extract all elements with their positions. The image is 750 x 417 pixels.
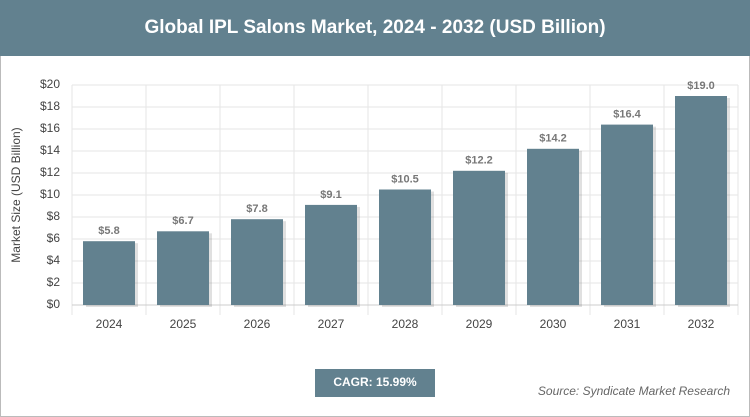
y-tick-label: $4: [47, 253, 61, 267]
bar: [527, 148, 579, 305]
cagr-label: CAGR: 15.99%: [333, 375, 417, 389]
cagr-box: [315, 369, 435, 397]
title-bar: [0, 0, 750, 56]
bar: [305, 204, 357, 305]
y-tick-label: $18: [40, 99, 60, 113]
value-label: $9.1: [320, 189, 341, 201]
x-tick-label: 2030: [540, 317, 567, 331]
x-tick-label: 2024: [96, 317, 123, 331]
y-tick-label: $8: [47, 209, 61, 223]
x-tick-label: 2032: [688, 317, 715, 331]
source: Source: Syndicate Market Research: [538, 384, 730, 398]
x-tick-label: 2031: [614, 317, 641, 331]
value-label: $6.7: [172, 215, 193, 227]
y-tick-label: $10: [40, 187, 60, 201]
chart-title: Global IPL Salons Market, 2024 - 2032 (U…: [144, 17, 605, 38]
y-tick-label: $12: [40, 165, 60, 179]
bar: [231, 219, 283, 305]
x-tick-label: 2026: [244, 317, 271, 331]
x-tick-label: 2028: [392, 317, 419, 331]
y-tick-label: $14: [40, 143, 60, 157]
y-tick-label: $2: [47, 275, 61, 289]
bar: [157, 231, 209, 305]
y-tick-label: $0: [47, 297, 61, 311]
y-tick-label: $20: [40, 77, 60, 91]
y-tick-label: $6: [47, 231, 61, 245]
bar: [601, 124, 653, 305]
value-label: $12.2: [465, 155, 493, 167]
value-label: $5.8: [98, 225, 119, 237]
y-axis-label: Market Size (USD Billion): [9, 127, 23, 262]
value-label: $16.4: [613, 109, 641, 121]
x-tick-label: 2029: [466, 317, 493, 331]
x-tick-label: 2025: [170, 317, 197, 331]
value-label: $14.2: [539, 133, 567, 145]
value-label: $10.5: [391, 173, 419, 185]
bar: [83, 241, 135, 305]
y-tick-label: $16: [40, 121, 60, 135]
bar: [453, 170, 505, 305]
value-label: $7.8: [246, 203, 267, 215]
bar: [675, 96, 727, 305]
value-label: $19.0: [687, 80, 715, 92]
x-tick-label: 2027: [318, 317, 345, 331]
bar: [379, 189, 431, 305]
